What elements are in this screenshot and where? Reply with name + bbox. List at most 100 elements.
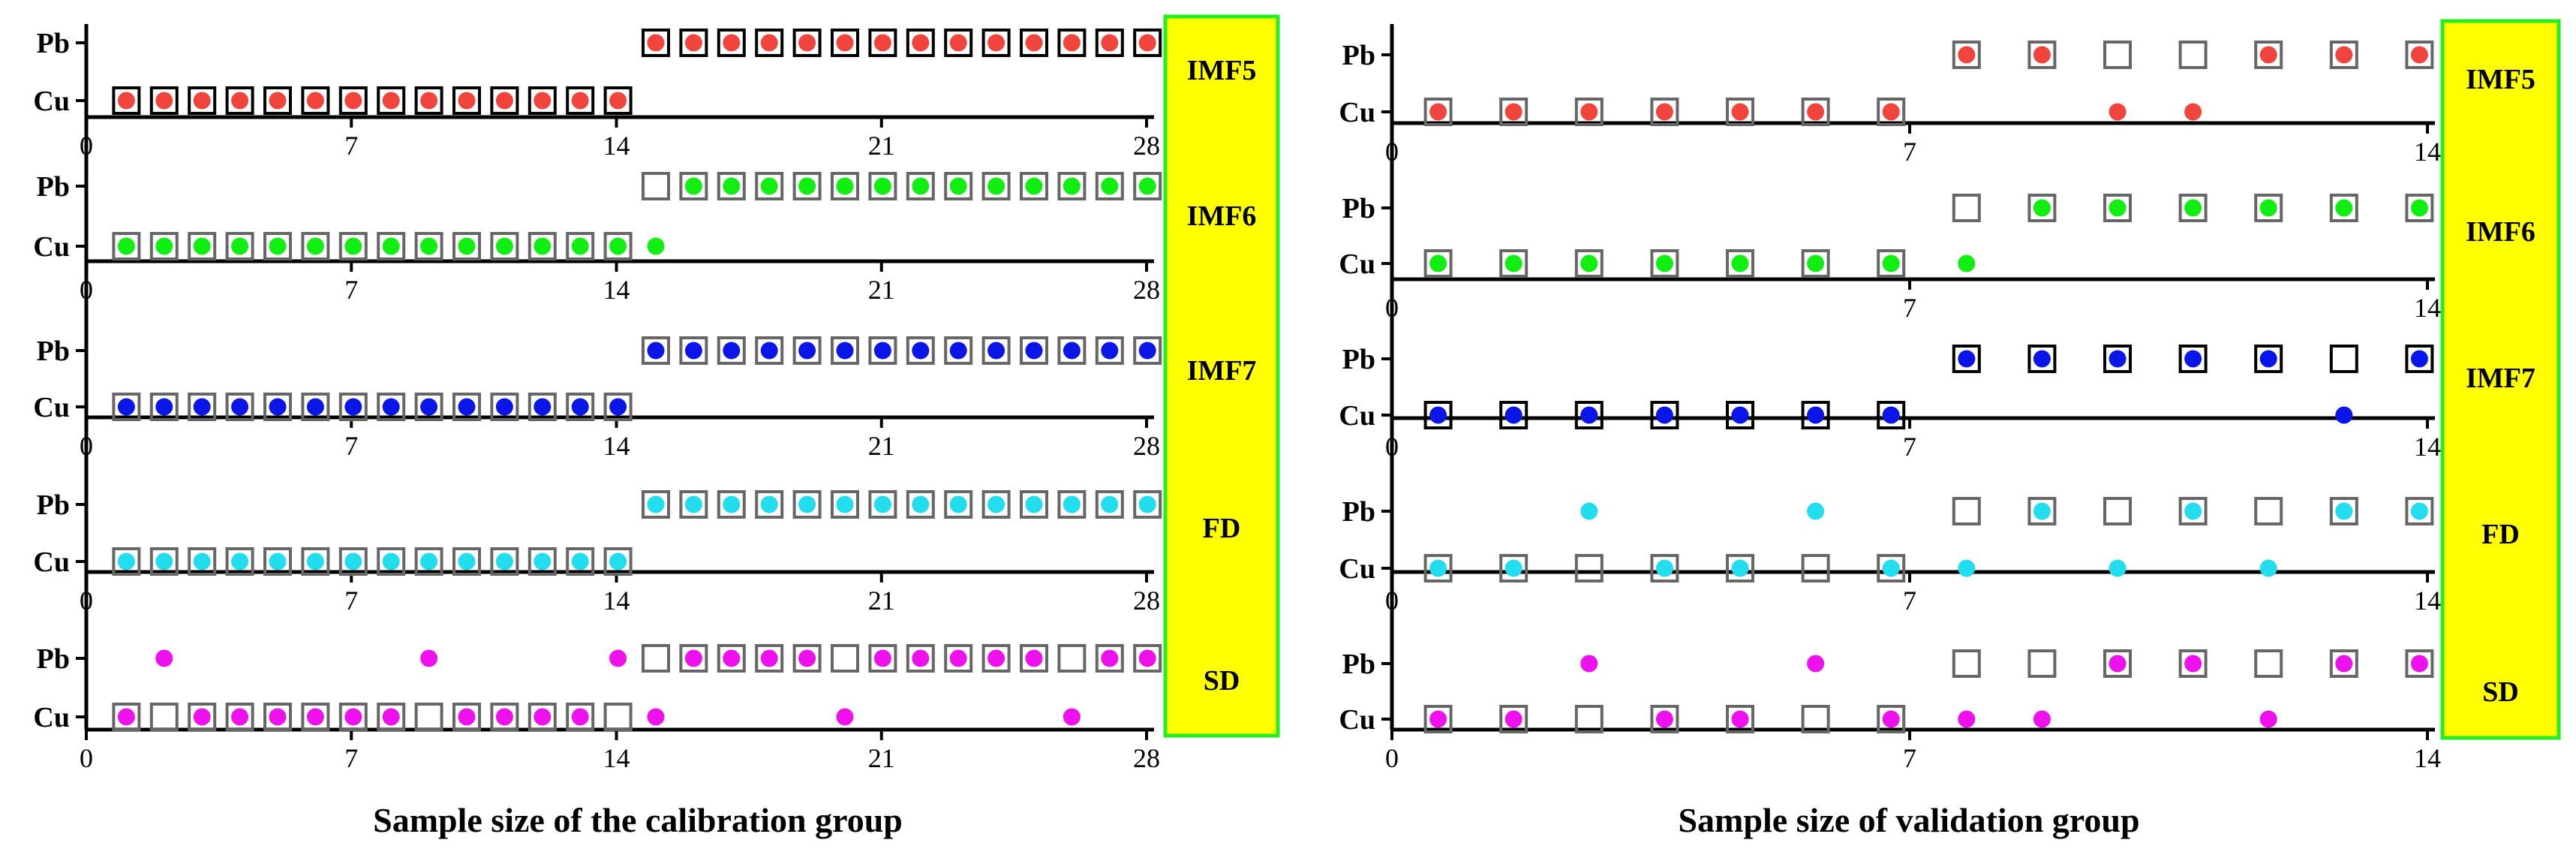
method-label-imf6: IMF6 xyxy=(1187,200,1257,232)
predicted-class-point xyxy=(1958,46,1976,64)
actual-class-square xyxy=(414,86,443,115)
actual-class-square xyxy=(1133,336,1162,365)
panel-fd: Pb Cu 0 7 14 21 28 xyxy=(33,489,1162,616)
actual-class-square xyxy=(2103,497,2132,525)
predicted-class-point xyxy=(798,34,816,52)
x-tick-label: 7 xyxy=(1903,743,1916,773)
predicted-class-point xyxy=(836,34,854,52)
actual-class-square xyxy=(603,703,633,731)
actual-class-square xyxy=(301,547,330,576)
predicted-class-point xyxy=(1025,495,1043,513)
actual-class-square xyxy=(2027,345,2057,373)
predicted-class-point xyxy=(571,708,589,726)
actual-class-square xyxy=(414,547,443,576)
actual-class-square xyxy=(755,490,784,519)
predicted-class-point xyxy=(1429,103,1447,121)
actual-class-square xyxy=(2178,194,2208,222)
predicted-class-point xyxy=(495,398,513,416)
actual-class-square xyxy=(566,86,595,115)
predicted-class-point xyxy=(1101,34,1119,52)
actual-class-square xyxy=(1133,172,1162,200)
predicted-class-point xyxy=(231,708,249,726)
actual-class-square xyxy=(906,172,935,200)
actual-class-square xyxy=(1133,644,1162,673)
predicted-class-point xyxy=(534,552,552,571)
predicted-class-point xyxy=(2259,46,2277,64)
x-tick-label: 14 xyxy=(603,586,630,616)
actual-class-square xyxy=(1650,705,1679,733)
actual-class-square xyxy=(1423,249,1453,278)
predicted-class-point xyxy=(1063,342,1081,360)
actual-class-square xyxy=(792,336,822,365)
actual-class-square xyxy=(755,644,784,673)
actual-class-square xyxy=(981,29,1011,57)
predicted-class-point xyxy=(1580,406,1598,424)
actual-class-square xyxy=(452,86,481,115)
predicted-class-point xyxy=(2410,502,2428,520)
predicted-class-point xyxy=(836,177,854,195)
actual-class-square xyxy=(225,232,254,260)
predicted-class-point xyxy=(269,552,287,571)
y-tick-label: Cu xyxy=(33,392,70,423)
actual-class-square xyxy=(263,86,292,115)
predicted-class-point xyxy=(344,398,362,416)
calibration-chart: Pb Cu 0 7 14 21 28 Pb Cu 0 7 14 21 28 Pb Cu 0 7 14 21 28 Pb Cu… xyxy=(33,14,1280,839)
predicted-class-point xyxy=(117,552,135,571)
y-tick-label: Cu xyxy=(33,546,70,578)
actual-class-square xyxy=(112,86,141,115)
x-tick-label: 14 xyxy=(603,431,630,461)
actual-class-square xyxy=(2027,649,2057,678)
method-label-fd: FD xyxy=(1203,513,1241,544)
actual-class-square xyxy=(2329,41,2358,69)
predicted-class-point xyxy=(760,342,778,360)
actual-class-square xyxy=(868,29,897,57)
actual-class-square xyxy=(792,490,822,519)
x-tick-label: 0 xyxy=(1385,586,1399,616)
predicted-class-point xyxy=(1655,103,1673,121)
actual-class-square xyxy=(717,490,746,519)
predicted-class-point xyxy=(458,552,476,571)
actual-class-square xyxy=(149,547,179,576)
predicted-class-point xyxy=(1063,708,1081,726)
actual-class-square xyxy=(566,547,595,576)
actual-class-square xyxy=(112,232,141,260)
actual-class-square xyxy=(225,393,254,421)
panel-imf7: Pb Cu 0 7 14 xyxy=(1339,344,2441,462)
x-tick-label: 14 xyxy=(2414,432,2441,462)
actual-class-square xyxy=(2103,41,2132,69)
predicted-class-point xyxy=(344,92,362,110)
predicted-class-point xyxy=(684,649,702,667)
predicted-class-point xyxy=(949,177,967,195)
x-axis-title: Sample size of the calibration group xyxy=(373,801,903,839)
predicted-class-point xyxy=(1807,103,1825,121)
x-tick-label: 28 xyxy=(1133,431,1160,461)
predicted-class-point xyxy=(1882,710,1900,728)
y-tick-label: Pb xyxy=(37,171,70,203)
actual-class-square xyxy=(1057,336,1087,365)
actual-class-square xyxy=(981,490,1011,519)
predicted-class-point xyxy=(2184,502,2202,520)
actual-class-square xyxy=(981,644,1011,673)
actual-class-square xyxy=(2405,649,2434,678)
predicted-class-point xyxy=(1138,177,1156,195)
y-tick-label: Pb xyxy=(37,643,70,675)
predicted-class-point xyxy=(231,237,249,255)
actual-class-square xyxy=(755,29,784,57)
actual-class-square xyxy=(642,490,670,519)
predicted-class-point xyxy=(1882,254,1900,272)
actual-class-square xyxy=(2027,194,2057,222)
actual-class-square xyxy=(717,29,746,57)
actual-class-square xyxy=(2178,649,2208,678)
actual-class-square xyxy=(1952,649,1981,678)
actual-class-square xyxy=(906,490,935,519)
predicted-class-point xyxy=(193,92,211,110)
predicted-class-point xyxy=(1138,495,1156,513)
predicted-class-point xyxy=(949,342,967,360)
x-tick-label: 28 xyxy=(1133,743,1160,773)
predicted-class-point xyxy=(647,708,665,726)
predicted-class-point xyxy=(2335,46,2353,64)
predicted-class-point xyxy=(2184,350,2202,368)
actual-class-square xyxy=(679,336,708,365)
y-tick-label: Cu xyxy=(33,231,70,263)
